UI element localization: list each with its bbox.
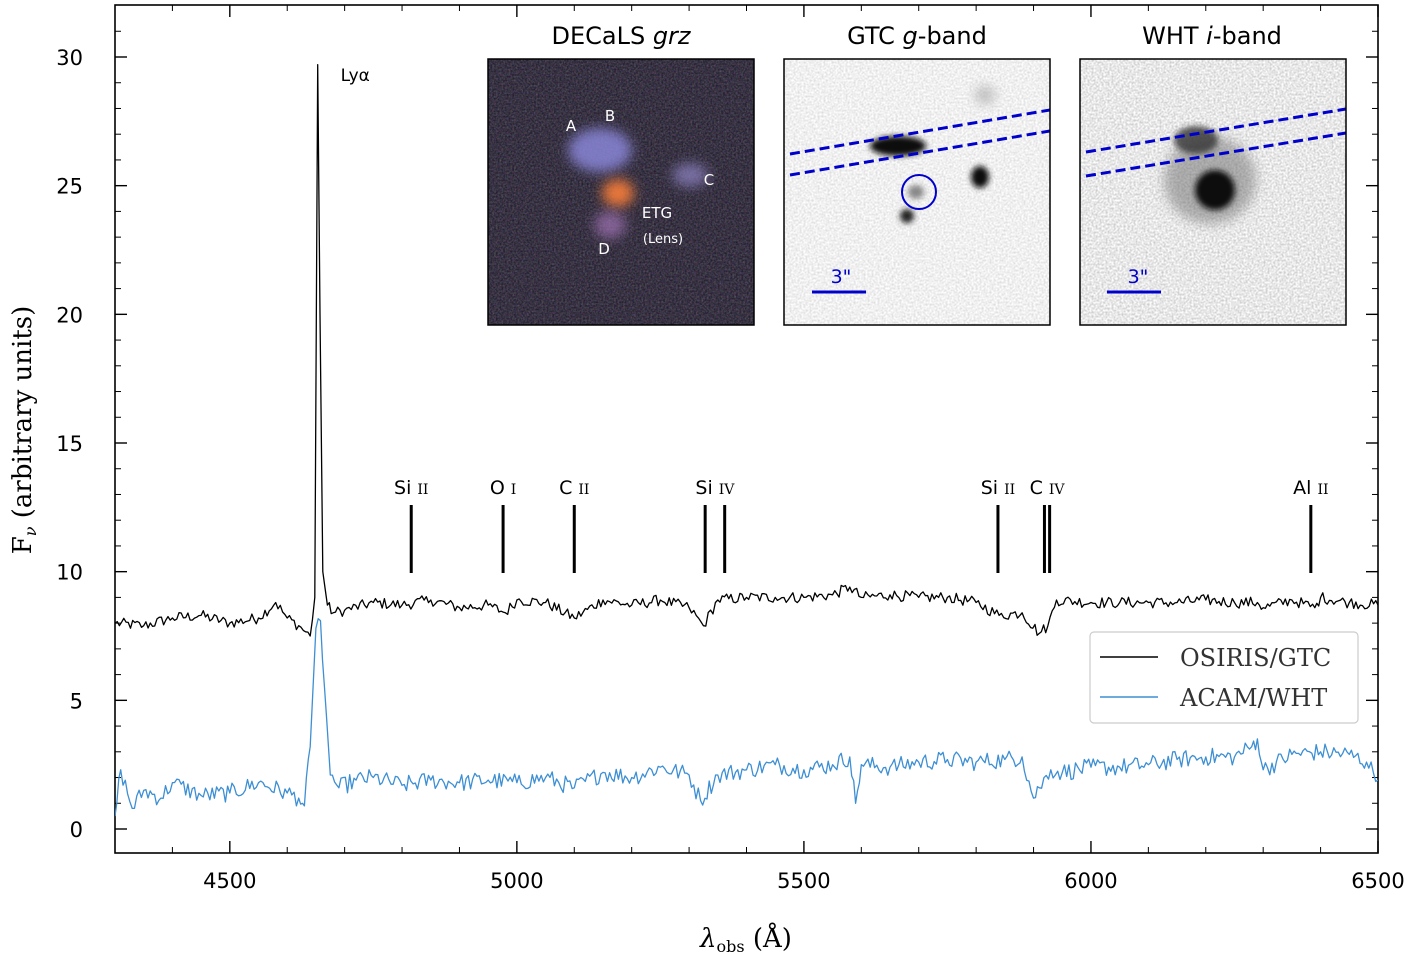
y-tick-label-25: 25 bbox=[56, 175, 83, 199]
y-tick-label-0: 0 bbox=[70, 818, 83, 842]
marker-label-si-ii: Si II bbox=[981, 477, 1015, 499]
x-tick-label-5000: 5000 bbox=[490, 869, 543, 893]
inset-decals-label-etg: ETG bbox=[642, 204, 672, 222]
x-tick-label-5500: 5500 bbox=[777, 869, 830, 893]
legend-label-osiris: OSIRIS/GTC bbox=[1180, 644, 1331, 672]
inset-gtc: GTC g-band 3" bbox=[783, 22, 1051, 326]
legend: OSIRIS/GTC ACAM/WHT bbox=[1089, 631, 1359, 724]
y-tick-label-30: 30 bbox=[56, 46, 83, 70]
inset-wht-scale-label: 3" bbox=[1128, 266, 1149, 288]
inset-wht: WHT i-band 3" bbox=[1079, 22, 1347, 326]
y-tick-label-10: 10 bbox=[56, 561, 83, 585]
lya-annotation: Lyα bbox=[341, 66, 370, 86]
line-markers: Si II O I C II Si IV Si II C IV Al II bbox=[394, 477, 1329, 573]
inset-decals-label-b: B bbox=[605, 107, 615, 125]
series-line-acam-wht bbox=[115, 618, 1378, 817]
marker-label-c-iv: C IV bbox=[1030, 477, 1066, 499]
marker-label-si-iv: Si IV bbox=[695, 477, 735, 499]
inset-decals-label-a: A bbox=[566, 117, 577, 135]
inset-decals-label-c: C bbox=[704, 171, 714, 189]
inset-decals-label-lens: (Lens) bbox=[643, 232, 683, 247]
inset-decals-title: DECaLS grz bbox=[551, 22, 691, 50]
x-axis-title: λobs (Å) bbox=[699, 922, 792, 956]
x-tick-label-4500: 4500 bbox=[203, 869, 256, 893]
inset-decals-label-d: D bbox=[598, 240, 610, 258]
marker-label-c-ii: C II bbox=[559, 477, 589, 499]
x-tick-label-6000: 6000 bbox=[1064, 869, 1117, 893]
marker-label-al-ii: Al II bbox=[1293, 477, 1328, 499]
inset-gtc-title: GTC g-band bbox=[847, 22, 987, 50]
marker-label-si-ii: Si II bbox=[394, 477, 428, 499]
series-group bbox=[115, 64, 1378, 817]
y-tick-label-15: 15 bbox=[56, 432, 83, 456]
inset-wht-title: WHT i-band bbox=[1142, 22, 1282, 50]
axes: 4500 5000 5500 6000 6500 0 5 10 15 20 25 30 bbox=[56, 5, 1405, 893]
x-tick-label-6500: 6500 bbox=[1351, 869, 1404, 893]
inset-gtc-scale-label: 3" bbox=[831, 266, 852, 288]
legend-label-acam: ACAM/WHT bbox=[1179, 684, 1327, 712]
inset-decals: DECaLS grz A B C ETG (Lens) D bbox=[487, 22, 755, 326]
y-tick-label-20: 20 bbox=[56, 303, 83, 327]
series-line-osiris-gtc bbox=[115, 64, 1378, 637]
y-tick-label-5: 5 bbox=[70, 689, 83, 713]
y-axis-title: Fν (arbitrary units) bbox=[8, 306, 40, 555]
